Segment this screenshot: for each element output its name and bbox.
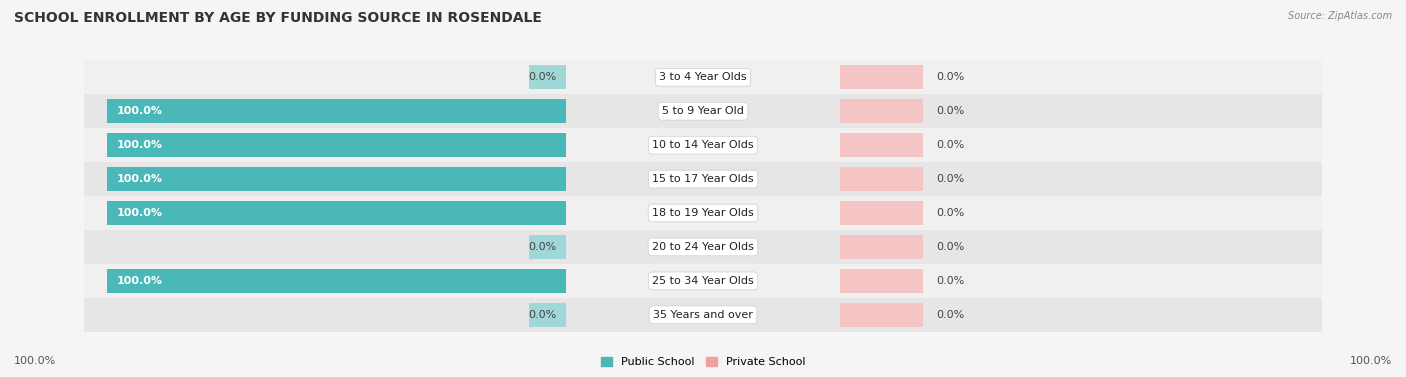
Bar xyxy=(107,133,565,157)
Text: 0.0%: 0.0% xyxy=(936,72,965,82)
Text: 0.0%: 0.0% xyxy=(936,276,965,286)
Text: 15 to 17 Year Olds: 15 to 17 Year Olds xyxy=(652,174,754,184)
Bar xyxy=(84,60,1322,94)
Bar xyxy=(84,298,1322,332)
Bar xyxy=(84,264,1322,298)
Bar xyxy=(841,303,922,327)
Bar xyxy=(107,99,565,123)
Text: 20 to 24 Year Olds: 20 to 24 Year Olds xyxy=(652,242,754,252)
Text: Source: ZipAtlas.com: Source: ZipAtlas.com xyxy=(1288,11,1392,21)
Text: 100.0%: 100.0% xyxy=(1350,356,1392,366)
Bar xyxy=(529,303,565,327)
Text: 0.0%: 0.0% xyxy=(936,242,965,252)
Text: 0.0%: 0.0% xyxy=(936,208,965,218)
Text: 5 to 9 Year Old: 5 to 9 Year Old xyxy=(662,106,744,116)
Bar xyxy=(841,133,922,157)
Bar xyxy=(529,235,565,259)
Bar xyxy=(841,99,922,123)
Text: 0.0%: 0.0% xyxy=(936,310,965,320)
Text: 100.0%: 100.0% xyxy=(14,356,56,366)
Bar xyxy=(107,269,565,293)
Text: 18 to 19 Year Olds: 18 to 19 Year Olds xyxy=(652,208,754,218)
Text: 0.0%: 0.0% xyxy=(529,242,557,252)
Text: 0.0%: 0.0% xyxy=(529,310,557,320)
Text: 100.0%: 100.0% xyxy=(117,276,163,286)
Bar xyxy=(841,201,922,225)
Bar xyxy=(84,128,1322,162)
Text: 0.0%: 0.0% xyxy=(936,106,965,116)
Bar xyxy=(84,162,1322,196)
Bar xyxy=(84,230,1322,264)
Text: SCHOOL ENROLLMENT BY AGE BY FUNDING SOURCE IN ROSENDALE: SCHOOL ENROLLMENT BY AGE BY FUNDING SOUR… xyxy=(14,11,541,25)
Text: 10 to 14 Year Olds: 10 to 14 Year Olds xyxy=(652,140,754,150)
Text: 100.0%: 100.0% xyxy=(117,174,163,184)
Bar xyxy=(529,65,565,89)
Bar xyxy=(841,235,922,259)
Text: 0.0%: 0.0% xyxy=(936,174,965,184)
Bar xyxy=(107,167,565,191)
Bar xyxy=(84,94,1322,128)
Bar xyxy=(84,196,1322,230)
Text: 100.0%: 100.0% xyxy=(117,140,163,150)
Bar xyxy=(841,167,922,191)
Bar xyxy=(841,65,922,89)
Text: 35 Years and over: 35 Years and over xyxy=(652,310,754,320)
Text: 100.0%: 100.0% xyxy=(117,208,163,218)
Bar xyxy=(107,201,565,225)
Text: 0.0%: 0.0% xyxy=(529,72,557,82)
Text: 0.0%: 0.0% xyxy=(936,140,965,150)
Bar xyxy=(841,269,922,293)
Text: 3 to 4 Year Olds: 3 to 4 Year Olds xyxy=(659,72,747,82)
Legend: Public School, Private School: Public School, Private School xyxy=(596,352,810,371)
Text: 25 to 34 Year Olds: 25 to 34 Year Olds xyxy=(652,276,754,286)
Text: 100.0%: 100.0% xyxy=(117,106,163,116)
